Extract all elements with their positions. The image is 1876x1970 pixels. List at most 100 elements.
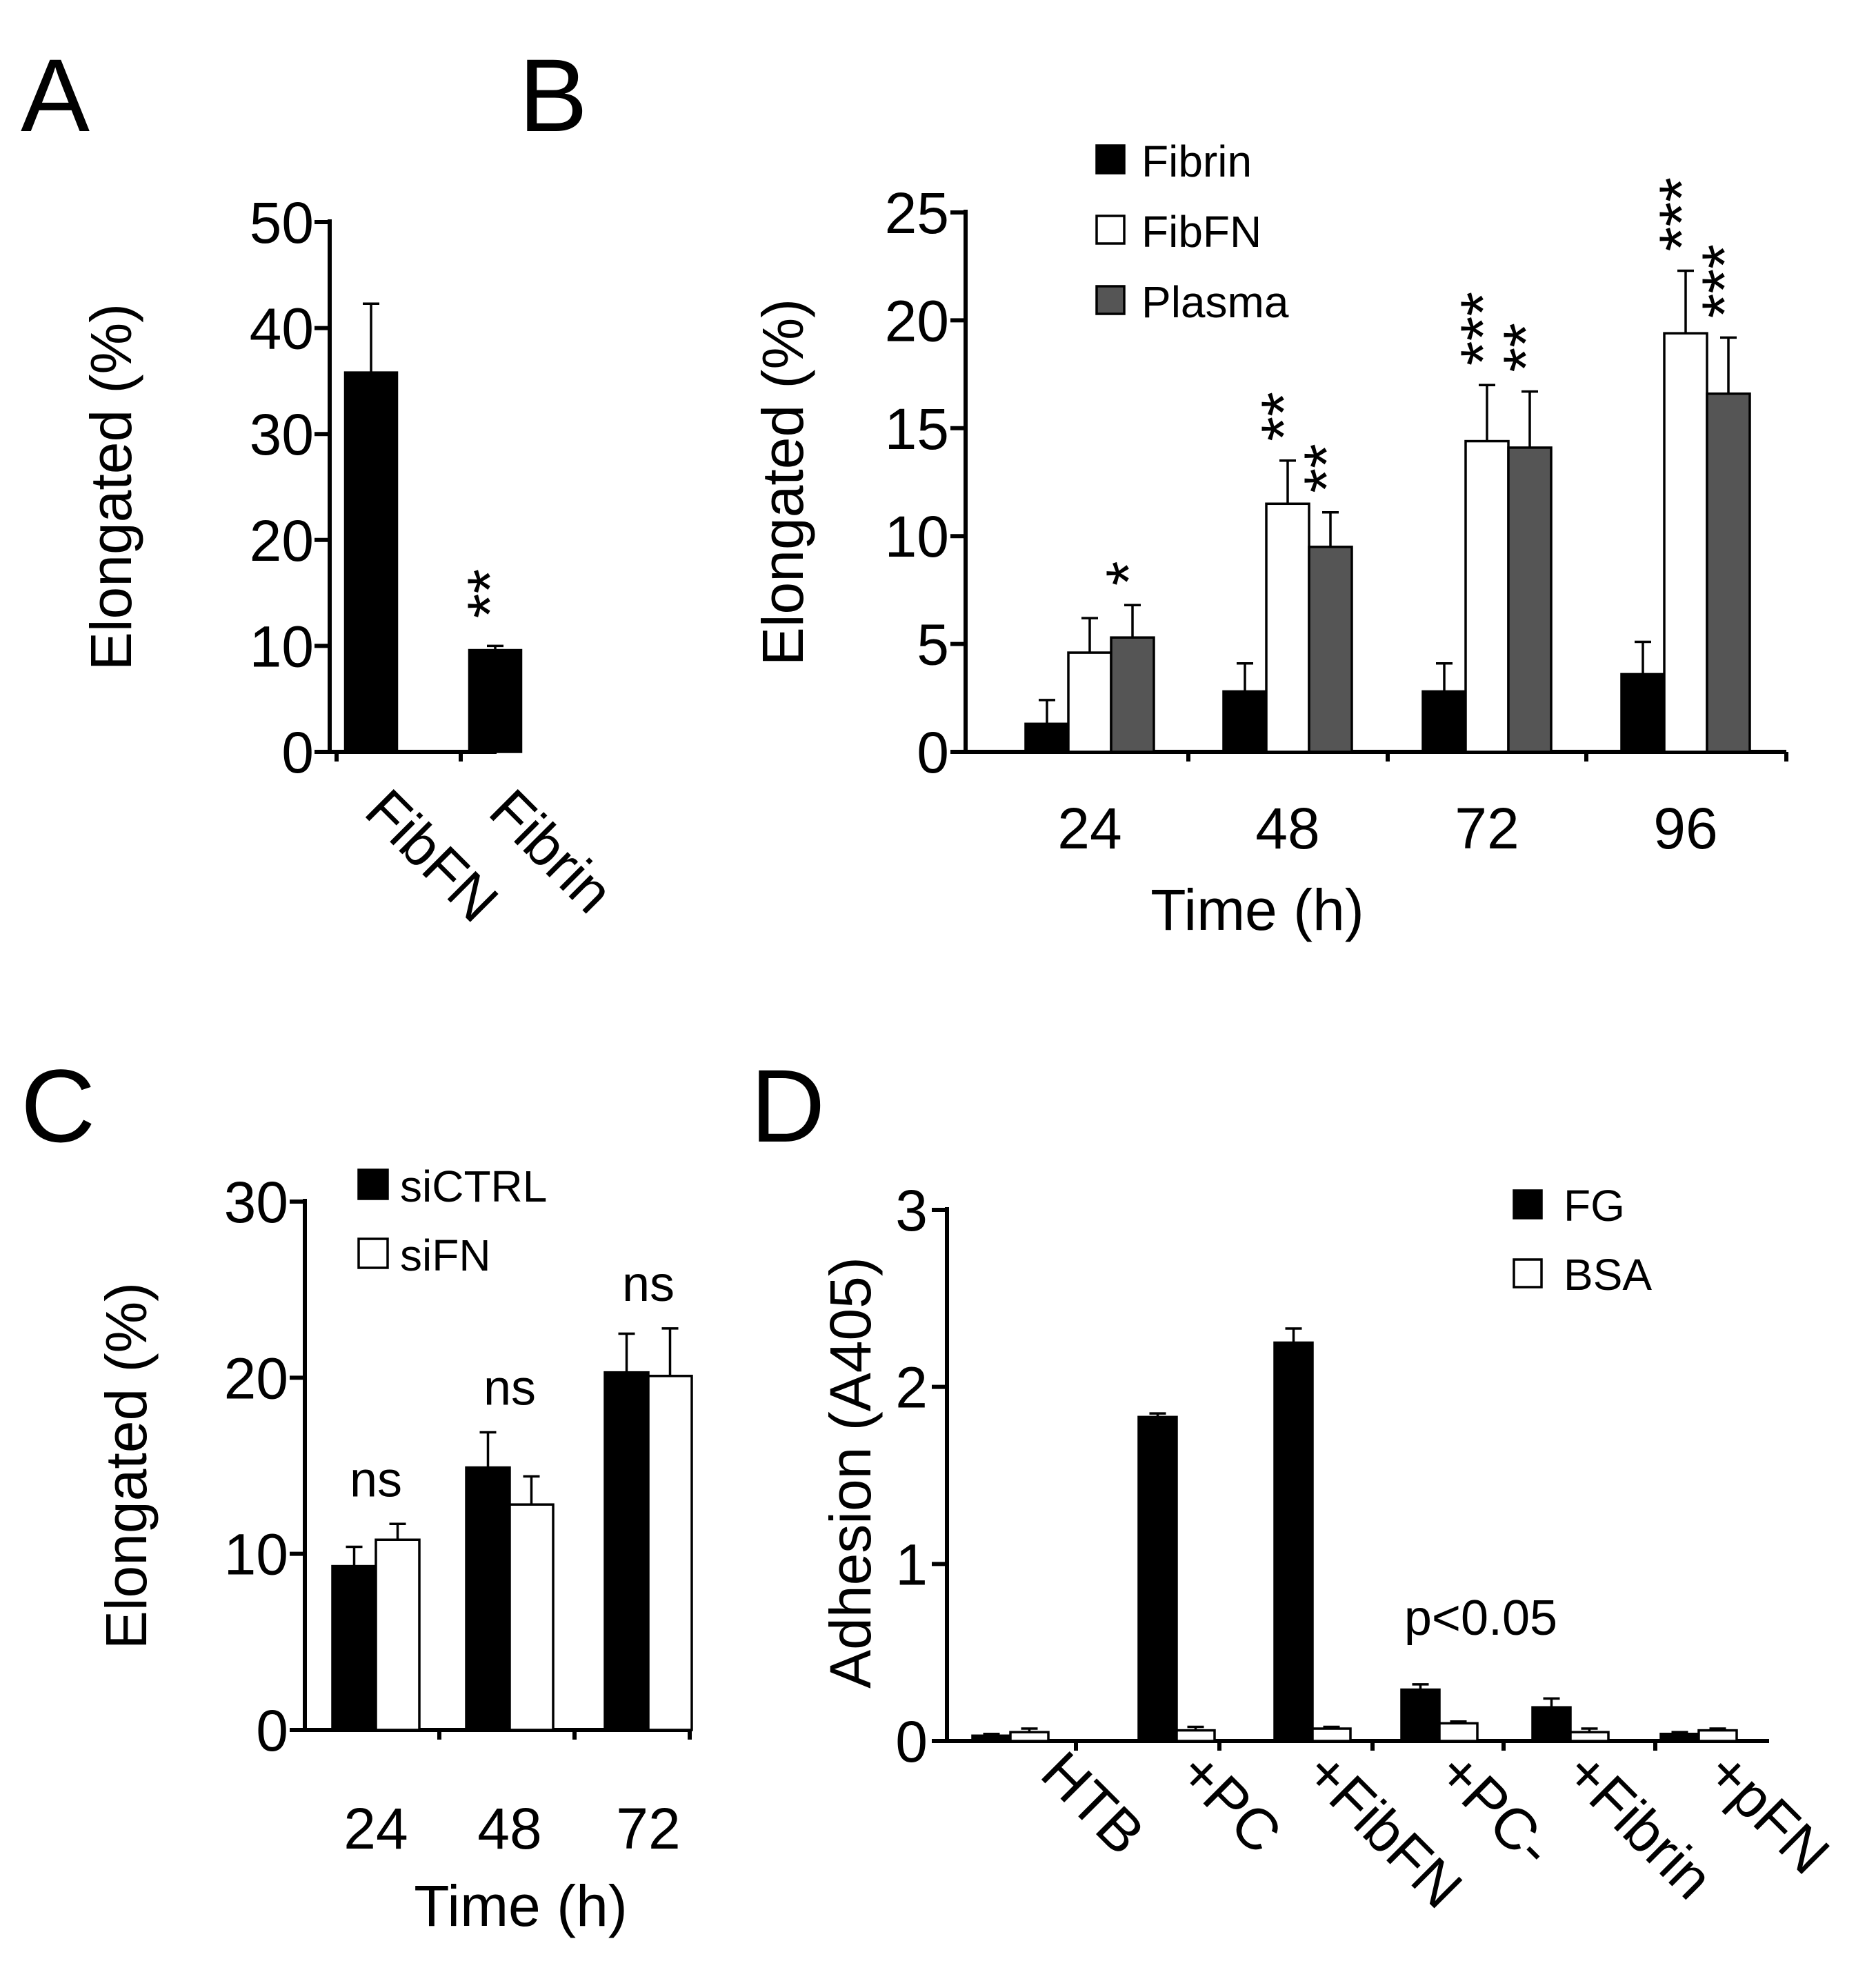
y-tick-label: 1 <box>895 1532 928 1597</box>
y-tick-label: 20 <box>885 288 949 353</box>
bar-sifn-24 <box>375 1538 421 1731</box>
panel-label-c: C <box>21 1048 95 1164</box>
category-label: +PC <box>1167 1739 1294 1866</box>
legend-label-sictrl: siCTRL <box>400 1162 547 1211</box>
bar-fibfn-48 <box>1265 502 1310 753</box>
x-axis-label: Time (h) <box>1150 877 1364 942</box>
bar-fibfn-96 <box>1663 332 1708 753</box>
legend-label-fibfn: FibFN <box>1141 207 1261 257</box>
y-tick-label: 10 <box>224 1522 288 1587</box>
significance-annotation: ns <box>622 1257 675 1312</box>
significance-annotation: ns <box>350 1452 402 1507</box>
y-tick-label: 20 <box>224 1346 288 1411</box>
bar-fg-5 <box>1659 1732 1700 1742</box>
bar-fg-4 <box>1531 1706 1572 1742</box>
legend-swatch-sifn <box>357 1237 389 1269</box>
legend-swatch-plasma <box>1095 285 1126 315</box>
legend-swatch-fibrin <box>1095 144 1126 175</box>
category-label: 72 <box>616 1796 680 1861</box>
legend-label-sifn: siFN <box>400 1231 491 1280</box>
bar-bsa-2 <box>1311 1727 1352 1742</box>
panel-label-d: D <box>750 1048 825 1164</box>
panel-label-a: A <box>21 37 90 153</box>
bar-plasma-48 <box>1308 546 1353 753</box>
y-tick-label: 0 <box>281 720 314 785</box>
bar-sictrl-48 <box>465 1466 511 1731</box>
bar-fibrin-72 <box>1421 690 1467 753</box>
significance-annotation: *** <box>1690 244 1760 318</box>
legend-swatch-sictrl <box>357 1168 389 1200</box>
category-label: 96 <box>1653 796 1717 861</box>
legend-swatch-bsa <box>1513 1258 1543 1289</box>
category-label: 24 <box>1057 796 1121 861</box>
bar-fibrin <box>468 648 523 753</box>
y-tick-label: 30 <box>250 402 314 467</box>
x-axis-label: Time (h) <box>414 1873 628 1938</box>
bar-fibfn-24 <box>1067 651 1112 753</box>
bar-fibrin-24 <box>1024 722 1070 753</box>
legend-label-plasma: Plasma <box>1141 277 1289 327</box>
significance-annotation: ns <box>483 1360 536 1415</box>
bar-fg-3 <box>1400 1688 1441 1742</box>
bar-fibrin-48 <box>1222 690 1268 753</box>
category-label: 48 <box>1255 796 1319 861</box>
legend-label-bsa: BSA <box>1564 1250 1652 1300</box>
bar-fibfn-72 <box>1464 439 1510 753</box>
bar-plasma-72 <box>1507 446 1553 753</box>
y-tick-label: 0 <box>895 1709 928 1774</box>
significance-annotation: p<0.05 <box>1404 1591 1557 1646</box>
significance-annotation: ** <box>455 569 526 619</box>
y-axis-label: Elongated (%) <box>79 304 143 670</box>
y-tick-label: 3 <box>895 1178 928 1243</box>
category-label: FibFN <box>353 777 510 934</box>
y-tick-label: 40 <box>250 297 314 361</box>
chart-c: 0 10 20 30 Elongated (%) 24 48 72 Time (h) siCTRL… <box>94 1162 693 1938</box>
category-label: 24 <box>343 1796 408 1861</box>
y-tick-label: 10 <box>250 614 314 679</box>
bar-fibrin-96 <box>1620 673 1666 753</box>
y-tick-label: 50 <box>250 190 314 255</box>
bar-plasma-96 <box>1706 392 1751 753</box>
bar-sifn-48 <box>508 1503 555 1731</box>
legend-swatch-fg <box>1513 1189 1543 1220</box>
bar-fg-2 <box>1273 1341 1314 1742</box>
significance-annotation: * <box>1094 561 1164 586</box>
bar-plasma-24 <box>1110 636 1155 753</box>
y-tick-label: 25 <box>885 181 949 246</box>
bar-bsa-5 <box>1697 1729 1738 1742</box>
chart-b: 0 5 10 15 20 25 Elongated (%) 24 48 72 96 Time (h) F… <box>750 137 1788 942</box>
y-tick-label: 10 <box>885 504 949 569</box>
bar-bsa-1 <box>1175 1729 1216 1742</box>
significance-annotation: ** <box>1491 323 1561 372</box>
bar-fibfn <box>343 371 399 753</box>
significance-annotation: *** <box>1448 292 1519 366</box>
category-label: HTB <box>1029 1739 1157 1867</box>
significance-annotation: ** <box>1292 444 1362 493</box>
y-tick-label: 0 <box>256 1698 288 1763</box>
y-tick-label: 0 <box>917 720 949 785</box>
y-axis-label: Adhesion (A405) <box>818 1257 883 1689</box>
panel-label-b: B <box>519 37 588 153</box>
significance-annotation: *** <box>1647 177 1717 251</box>
y-axis-label: Elongated (%) <box>750 299 815 666</box>
y-tick-label: 2 <box>895 1355 928 1420</box>
category-label: 72 <box>1455 796 1519 861</box>
significance-annotation: ** <box>1249 392 1319 441</box>
bar-sifn-72 <box>647 1375 693 1731</box>
y-tick-label: 30 <box>224 1170 288 1235</box>
category-label: 48 <box>477 1796 541 1861</box>
legend-label-fg: FG <box>1564 1181 1625 1231</box>
bar-sictrl-72 <box>603 1371 650 1731</box>
y-axis-label: Elongated (%) <box>94 1282 159 1649</box>
y-tick-label: 20 <box>250 508 314 573</box>
bar-fg-0 <box>971 1734 1012 1742</box>
legend-swatch-fibfn <box>1095 215 1126 245</box>
legend-label-fibrin: Fibrin <box>1141 137 1252 186</box>
category-label: +Fibrin <box>1553 1739 1726 1911</box>
bar-sictrl-24 <box>331 1564 377 1731</box>
y-tick-label: 5 <box>917 613 949 677</box>
category-label: Fibrin <box>477 777 626 925</box>
bar-fg-1 <box>1137 1415 1178 1742</box>
